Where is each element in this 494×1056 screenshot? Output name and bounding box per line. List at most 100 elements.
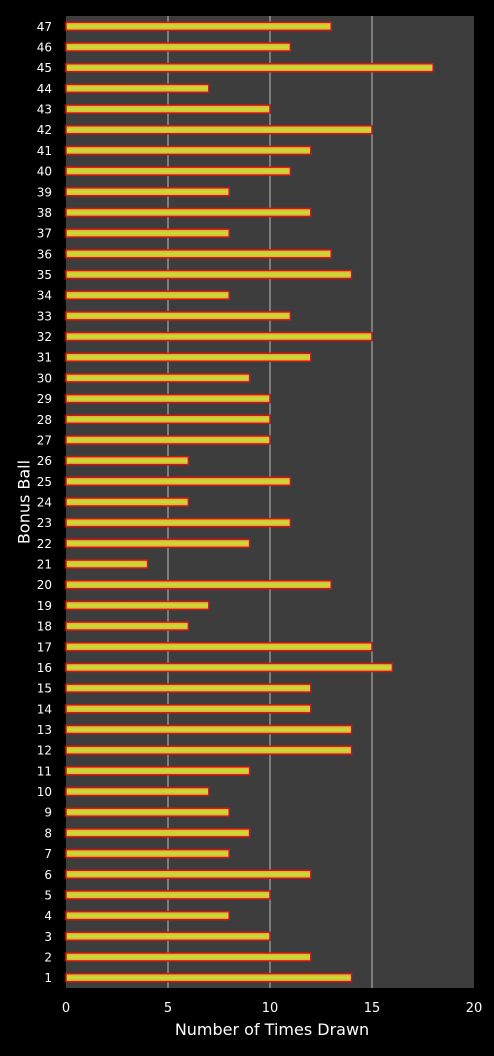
y-tick-label: 38 xyxy=(37,206,52,220)
y-tick-label: 19 xyxy=(37,599,52,613)
y-tick-label: 15 xyxy=(37,682,52,696)
bar xyxy=(65,62,434,73)
bar xyxy=(65,786,210,797)
y-tick-label: 29 xyxy=(37,392,52,406)
bar xyxy=(65,42,292,52)
bar xyxy=(65,952,312,962)
y-tick-label: 41 xyxy=(37,144,52,158)
y-tick-label: 37 xyxy=(37,227,52,241)
bar xyxy=(65,414,271,425)
y-tick-label: 44 xyxy=(37,82,52,96)
y-tick-label: 8 xyxy=(44,826,52,840)
bar xyxy=(65,807,230,817)
bar xyxy=(65,373,251,383)
bar xyxy=(65,21,332,32)
y-tick-label: 5 xyxy=(44,888,52,902)
y-tick-label: 39 xyxy=(37,185,52,199)
y-tick-label: 21 xyxy=(37,558,52,572)
bar xyxy=(65,642,373,652)
y-tick-label: 20 xyxy=(37,578,52,592)
bar xyxy=(65,331,373,342)
bar xyxy=(65,311,292,321)
bar xyxy=(65,931,271,942)
bar xyxy=(65,187,230,197)
bar xyxy=(65,476,292,487)
y-tick-label: 35 xyxy=(37,268,52,282)
bar xyxy=(65,538,251,549)
bar xyxy=(65,290,230,300)
y-tick-label: 10 xyxy=(37,785,52,799)
bar xyxy=(65,104,271,114)
y-tick-label: 27 xyxy=(37,433,52,447)
y-tick-label: 47 xyxy=(37,20,52,34)
y-tick-label: 12 xyxy=(37,744,52,758)
y-tick-label: 43 xyxy=(37,103,52,117)
bar xyxy=(65,910,230,921)
y-tick-label: 23 xyxy=(37,516,52,530)
bar xyxy=(65,579,332,590)
y-tick-label: 6 xyxy=(44,868,52,882)
y-tick-label: 25 xyxy=(37,475,52,489)
y-tick-label: 34 xyxy=(37,289,52,303)
y-tick-label: 14 xyxy=(37,702,52,716)
bar xyxy=(65,166,292,176)
bar xyxy=(65,972,353,983)
y-tick-label: 17 xyxy=(37,640,52,654)
x-tick-label: 20 xyxy=(466,1001,483,1016)
y-axis-title: Bonus Ball xyxy=(15,460,34,544)
bar xyxy=(65,228,230,238)
bar xyxy=(65,724,353,735)
bar xyxy=(65,497,190,507)
bar xyxy=(65,269,353,280)
y-tick-label: 2 xyxy=(44,950,52,964)
y-tick-label: 45 xyxy=(37,61,52,75)
bar xyxy=(65,455,190,466)
bar xyxy=(65,517,292,528)
y-tick-label: 3 xyxy=(44,930,52,944)
y-tick-label: 36 xyxy=(37,247,52,261)
bar xyxy=(65,869,312,880)
bar xyxy=(65,83,210,94)
bar xyxy=(65,766,251,776)
x-axis-title: Number of Times Drawn xyxy=(175,1020,369,1039)
bar xyxy=(65,621,190,631)
y-tick-label: 4 xyxy=(44,909,52,923)
y-tick-label: 40 xyxy=(37,165,52,179)
y-tick-label: 1 xyxy=(44,971,52,985)
y-tick-label: 11 xyxy=(37,764,52,778)
bar xyxy=(65,890,271,900)
x-tick-label: 15 xyxy=(364,1001,381,1016)
bar xyxy=(65,435,271,445)
y-tick-label: 32 xyxy=(37,330,52,344)
y-tick-label: 28 xyxy=(37,413,52,427)
x-tick-label: 10 xyxy=(262,1001,279,1016)
y-tick-label: 33 xyxy=(37,309,52,323)
y-tick-label: 13 xyxy=(37,723,52,737)
y-tick-label: 26 xyxy=(37,454,52,468)
y-tick-label: 31 xyxy=(37,351,52,365)
y-tick-label: 16 xyxy=(37,661,52,675)
bar xyxy=(65,352,312,362)
bar xyxy=(65,704,312,714)
y-tick-labels: 1234567891011121314151617181920212223242… xyxy=(37,20,52,985)
bar xyxy=(65,145,312,156)
bar xyxy=(65,600,210,611)
bar xyxy=(65,207,312,218)
bar xyxy=(65,683,312,693)
bar xyxy=(65,662,394,673)
bar xyxy=(65,249,332,259)
x-tick-labels: 0 5 10 15 20 xyxy=(62,1001,482,1016)
x-tick-label: 0 xyxy=(62,1001,70,1016)
y-tick-label: 42 xyxy=(37,123,52,137)
bar xyxy=(65,848,230,859)
bar xyxy=(65,559,149,569)
bar xyxy=(65,124,373,135)
y-tick-label: 18 xyxy=(37,620,52,634)
y-tick-label: 22 xyxy=(37,537,52,551)
x-tick-label: 5 xyxy=(164,1001,172,1016)
bar xyxy=(65,828,251,838)
bars xyxy=(65,21,434,983)
y-tick-label: 46 xyxy=(37,41,52,55)
